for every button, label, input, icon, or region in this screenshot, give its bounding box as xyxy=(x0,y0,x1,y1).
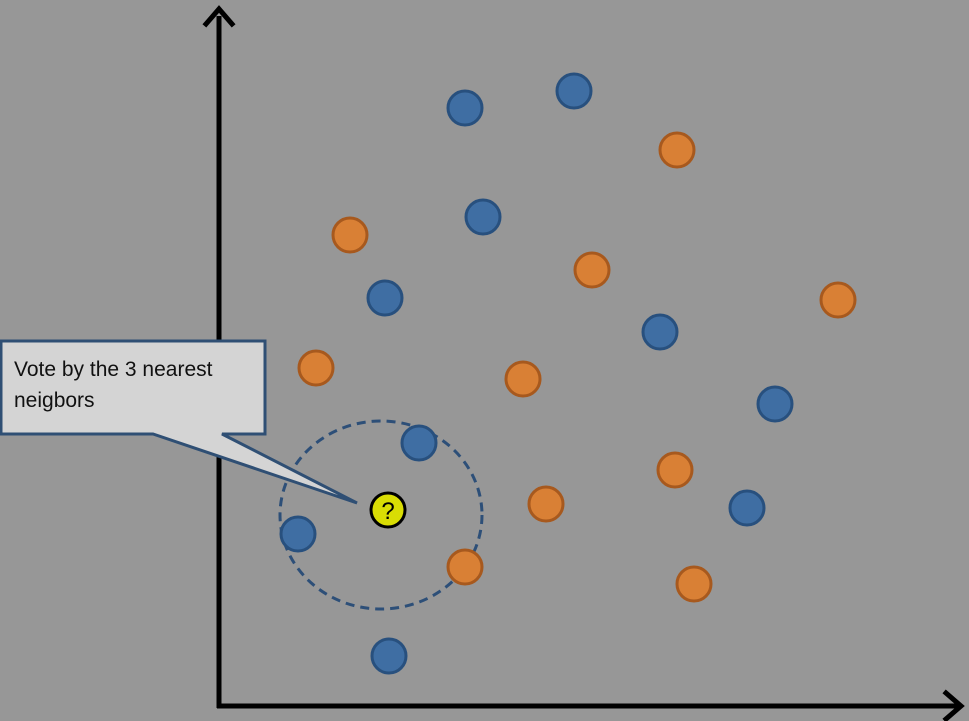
query-point-circle xyxy=(369,491,407,529)
blue-point xyxy=(641,313,679,351)
orange-point xyxy=(527,485,565,523)
callout-text: Vote by the 3 nearest neigbors xyxy=(14,358,213,412)
orange-point xyxy=(331,216,369,254)
orange-point xyxy=(819,281,857,319)
orange-point xyxy=(446,548,484,586)
blue-point xyxy=(370,637,408,675)
callout xyxy=(0,339,358,505)
orange-points xyxy=(297,131,857,603)
orange-point xyxy=(658,131,696,169)
blue-point xyxy=(756,385,794,423)
query-point: ? xyxy=(369,491,407,529)
blue-point xyxy=(446,89,484,127)
neighborhood-ring xyxy=(278,419,484,611)
blue-point xyxy=(279,515,317,553)
blue-point xyxy=(464,198,502,236)
callout-shape xyxy=(0,339,358,505)
blue-point xyxy=(366,279,404,317)
query-point-label: ? xyxy=(381,498,394,525)
blue-point xyxy=(728,489,766,527)
blue-point xyxy=(400,424,438,462)
x-axis-arrow-icon xyxy=(942,689,965,721)
blue-point xyxy=(555,72,593,110)
y-axis-arrow-icon xyxy=(202,5,236,28)
orange-point xyxy=(675,565,713,603)
orange-point xyxy=(573,251,611,289)
orange-point xyxy=(656,451,694,489)
orange-point xyxy=(297,349,335,387)
blue-points xyxy=(279,72,794,675)
orange-point xyxy=(504,360,542,398)
